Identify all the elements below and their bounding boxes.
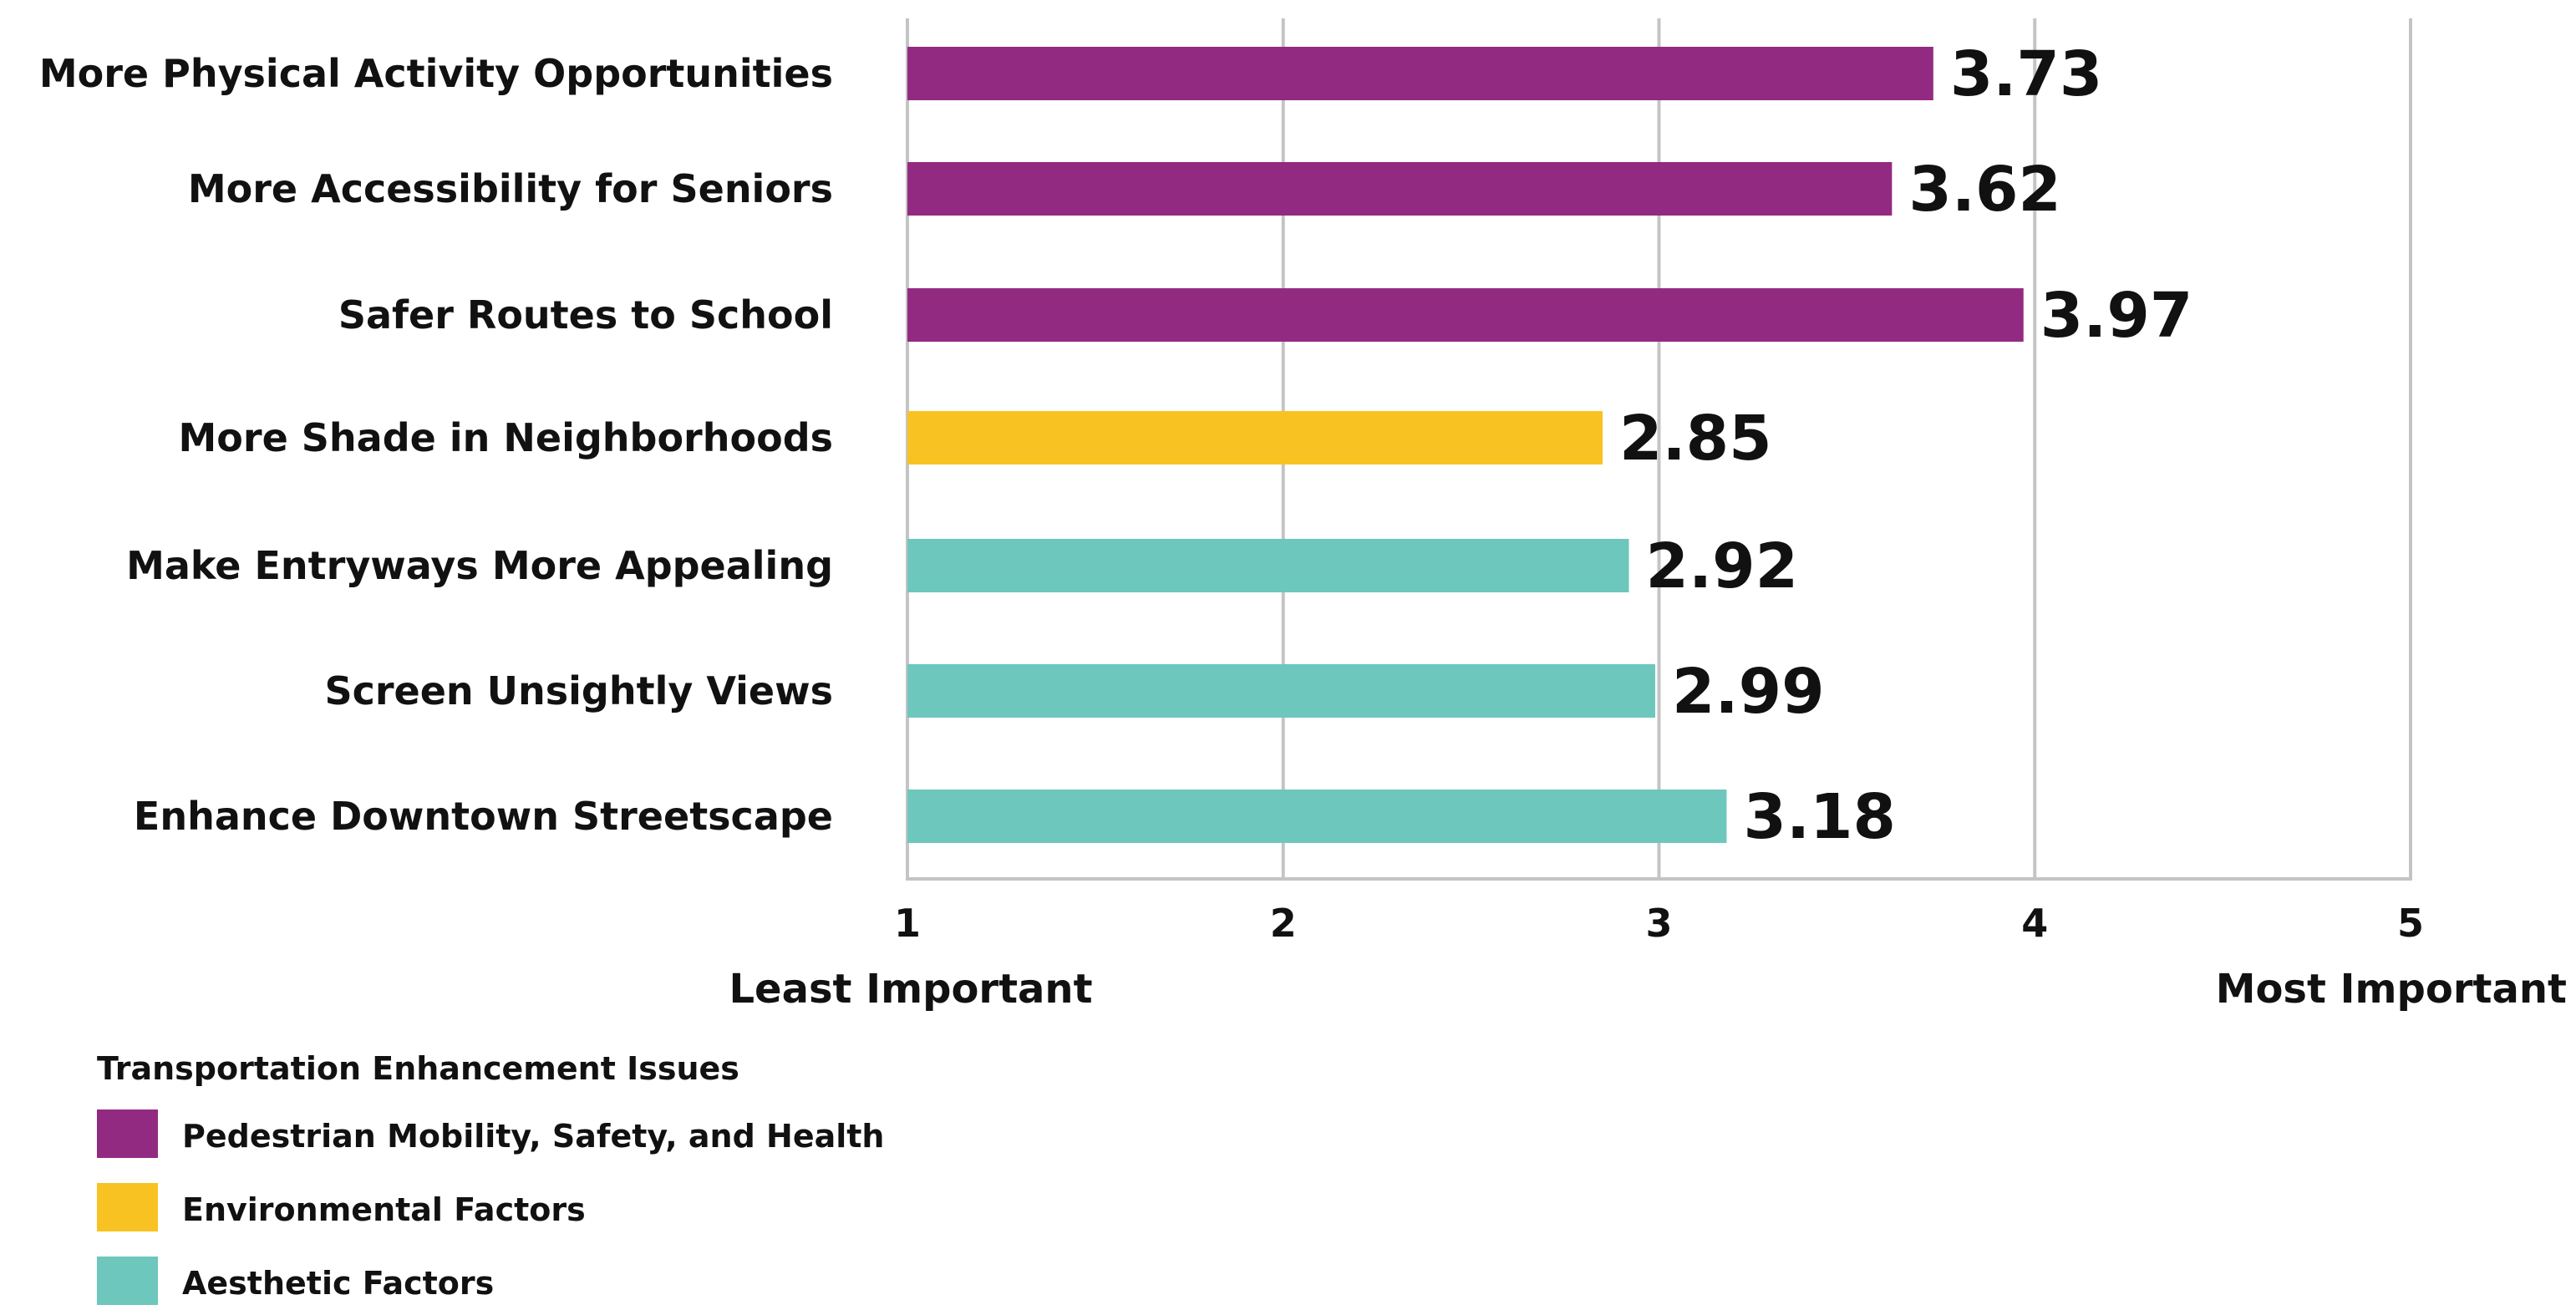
x-axis-most-important-label: Most Important	[2216, 966, 2567, 1013]
value-label-3: 3.97	[2040, 280, 2193, 352]
labels: More Physical Activity Opportunities 3.73…	[39, 38, 2193, 853]
legend-label-2: Environmental Factors	[182, 1191, 586, 1228]
bar-3	[907, 288, 2024, 342]
category-label-7: Enhance Downtown Streetscape	[134, 794, 833, 839]
category-label-1: More Physical Activity Opportunities	[39, 51, 833, 96]
x-axis-ticks: 1 2 3 4 5	[894, 901, 2424, 946]
value-label-6: 2.99	[1672, 656, 1825, 728]
category-label-2: More Accessibility for Seniors	[188, 166, 833, 211]
bar-2	[907, 162, 1893, 216]
bar-1	[907, 47, 1933, 100]
legend-label-1: Pedestrian Mobility, Safety, and Health	[182, 1118, 884, 1155]
bar-5	[907, 539, 1629, 592]
value-label-4: 2.85	[1619, 403, 1772, 475]
x-tick-label-2: 2	[1270, 901, 1297, 946]
x-tick-label-4: 4	[2021, 901, 2048, 946]
x-tick-label-5: 5	[2397, 901, 2424, 946]
x-tick-label-1: 1	[894, 901, 921, 946]
category-label-4: More Shade in Neighborhoods	[179, 415, 833, 460]
category-label-3: Safer Routes to School	[338, 292, 833, 338]
bar-4	[907, 411, 1603, 465]
x-axis-least-important-label: Least Important	[729, 966, 1092, 1013]
legend-label-3: Aesthetic Factors	[182, 1265, 494, 1302]
bars	[907, 47, 2024, 843]
value-label-2: 3.62	[1908, 154, 2061, 226]
grid-lines	[906, 18, 2412, 881]
legend-swatch-3	[97, 1257, 158, 1305]
bar-7	[907, 790, 1727, 843]
value-label-1: 3.73	[1950, 38, 2103, 110]
value-label-5: 2.92	[1646, 531, 1799, 602]
legend-swatch-1	[97, 1109, 158, 1158]
category-label-6: Screen Unsightly Views	[324, 668, 833, 713]
x-tick-label-3: 3	[1645, 901, 1672, 946]
value-label-7: 3.18	[1743, 781, 1896, 853]
category-label-5: Make Entryways More Appealing	[126, 543, 833, 588]
legend-swatch-2	[97, 1183, 158, 1231]
bar-6	[907, 664, 1656, 718]
legend-title: Transportation Enhancement Issues	[97, 1050, 739, 1087]
legend: Transportation Enhancement Issues Pedest…	[97, 1050, 884, 1305]
